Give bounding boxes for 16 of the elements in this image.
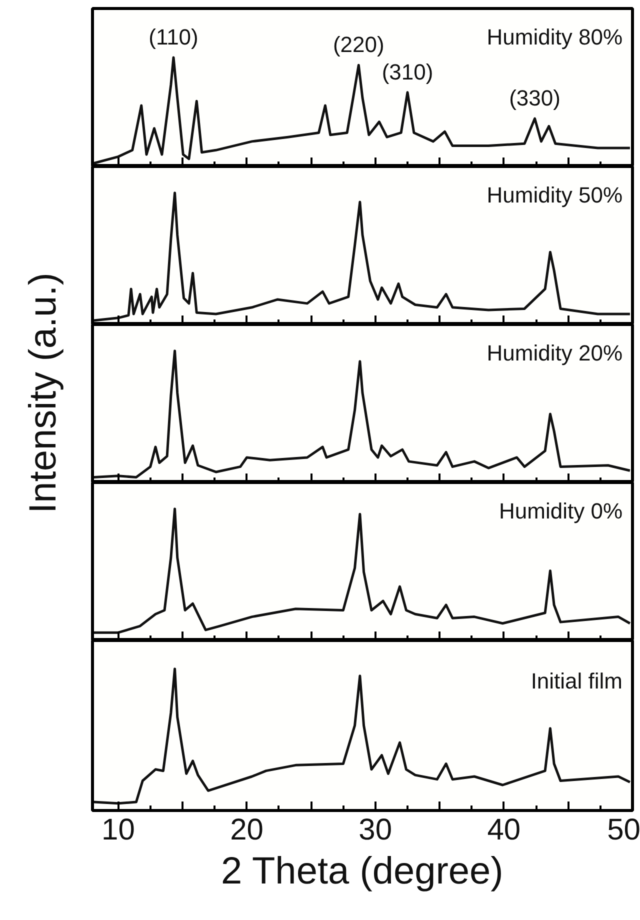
x-tick-label: 40 [487, 814, 521, 846]
annotation: (310) [382, 59, 434, 84]
x-tick-label: 10 [102, 814, 135, 846]
x-tick-label: 30 [358, 814, 392, 846]
annotation: (220) [332, 32, 384, 58]
y-axis-title: Intensity (a.u.) [22, 272, 64, 514]
x-axis-title: 2 Theta (degree) [220, 850, 504, 892]
x-tick-label: 50 [607, 814, 640, 846]
chart-title: Humidity 50% [486, 182, 622, 208]
chart-title: Humidity 20% [486, 340, 622, 366]
chart-title: Humidity 0% [499, 498, 623, 524]
x-tick-label: 20 [230, 814, 264, 846]
annotation: (330) [509, 86, 560, 111]
chart-title: Initial film [530, 668, 623, 694]
annotation: (110) [148, 24, 198, 50]
chart-title: Humidity 80% [486, 24, 622, 50]
